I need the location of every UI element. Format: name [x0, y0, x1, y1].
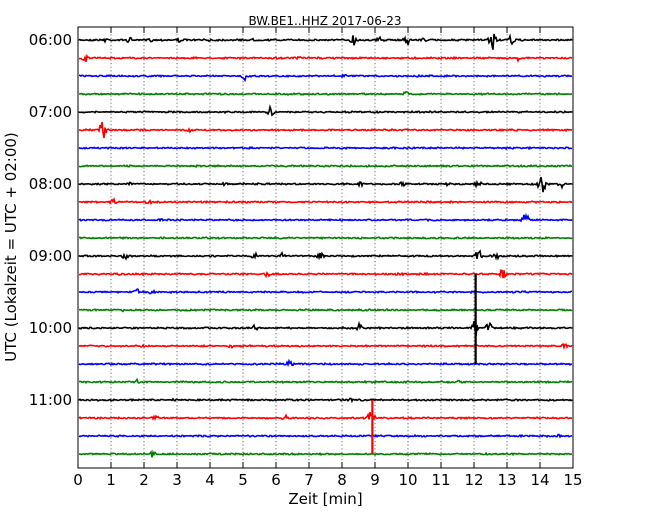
trace-group [78, 33, 573, 458]
trace-line [78, 121, 573, 139]
y-tick-label: 09:00 [29, 247, 72, 265]
y-tick-label: 06:00 [29, 31, 72, 49]
trace-line [78, 358, 573, 368]
x-tick-label: 11 [431, 471, 450, 489]
trace-line [78, 307, 573, 313]
trace-line [78, 145, 573, 151]
grid-lines [110, 27, 541, 468]
x-tick-label: 2 [139, 471, 149, 489]
y-axis-label: UTC (Lokalzeit = UTC + 02:00) [2, 132, 20, 362]
x-tick-label: 8 [337, 471, 347, 489]
trace-line [78, 397, 573, 404]
trace-line [78, 342, 573, 351]
trace-line [78, 33, 573, 50]
x-tick-label: 15 [563, 471, 582, 489]
x-tick-label: 9 [370, 471, 380, 489]
trace-line [78, 164, 573, 169]
trace-line [78, 90, 573, 96]
x-tick-label: 10 [398, 471, 417, 489]
trace-line [78, 377, 573, 385]
x-tick-label: 6 [271, 471, 281, 489]
plot-frame [77, 26, 574, 469]
trace-line [78, 449, 573, 458]
x-tick-label: 13 [497, 471, 516, 489]
x-tick-label: 14 [530, 471, 549, 489]
trace-line [78, 288, 573, 295]
trace-line [78, 103, 573, 117]
y-tick-label: 10:00 [29, 319, 72, 337]
y-tick-label: 07:00 [29, 103, 72, 121]
trace-line [78, 411, 573, 422]
x-tick-label: 12 [464, 471, 483, 489]
x-tick-label: 4 [205, 471, 215, 489]
x-tick-label: 3 [172, 471, 182, 489]
x-tick-label: 0 [73, 471, 83, 489]
x-tick-label: 1 [106, 471, 116, 489]
trace-line [78, 249, 573, 261]
x-axis-ticks: 0 1 2 3 4 5 6 7 8 9 10 11 12 13 14 15 [73, 27, 583, 489]
trace-line [78, 54, 573, 63]
x-tick-label: 7 [304, 471, 314, 489]
y-tick-label: 11:00 [29, 391, 72, 409]
y-tick-label: 08:00 [29, 175, 72, 193]
chart-title: BW.BE1..HHZ 2017-06-23 [248, 14, 401, 28]
trace-line [78, 212, 573, 223]
trace-line [78, 73, 573, 83]
trace-line [78, 268, 573, 279]
trace-line [78, 433, 573, 439]
x-tick-label: 5 [238, 471, 248, 489]
trace-line [78, 197, 573, 206]
trace-line [78, 320, 573, 337]
y-axis-ticks: 06:00 07:00 08:00 09:00 10:00 11:00 [29, 31, 573, 409]
x-axis-label: Zeit [min] [288, 490, 362, 508]
trace-line [78, 235, 573, 240]
trace-line [78, 176, 572, 193]
